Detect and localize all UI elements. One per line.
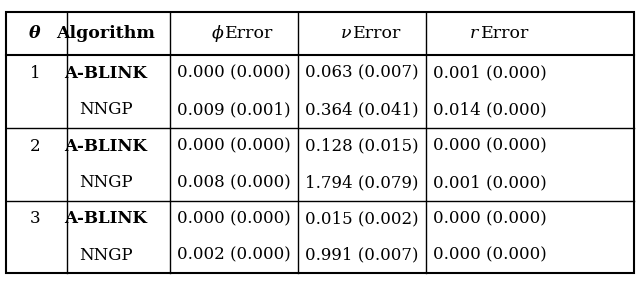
Text: ν: ν <box>340 25 351 42</box>
Text: 0.001 (0.000): 0.001 (0.000) <box>433 174 547 191</box>
Text: NNGP: NNGP <box>79 246 132 264</box>
Text: 0.001 (0.000): 0.001 (0.000) <box>433 65 547 82</box>
Text: Error: Error <box>353 25 402 42</box>
Text: 0.000 (0.000): 0.000 (0.000) <box>433 246 547 264</box>
Text: r: r <box>470 25 477 42</box>
Text: Error: Error <box>481 25 530 42</box>
Text: 1.794 (0.079): 1.794 (0.079) <box>305 174 419 191</box>
Text: A-BLINK: A-BLINK <box>64 210 147 227</box>
Text: 0.000 (0.000): 0.000 (0.000) <box>177 137 291 155</box>
Text: 0.364 (0.041): 0.364 (0.041) <box>305 101 419 118</box>
Text: 3: 3 <box>30 210 40 227</box>
Text: Error: Error <box>225 25 274 42</box>
Text: 0.063 (0.007): 0.063 (0.007) <box>305 65 419 82</box>
Text: 0.000 (0.000): 0.000 (0.000) <box>177 210 291 227</box>
Text: 0.000 (0.000): 0.000 (0.000) <box>177 65 291 82</box>
Bar <box>6 12 634 273</box>
Text: 0.991 (0.007): 0.991 (0.007) <box>305 246 419 264</box>
Text: NNGP: NNGP <box>79 174 132 191</box>
Text: A-BLINK: A-BLINK <box>64 137 147 155</box>
Text: NNGP: NNGP <box>79 101 132 118</box>
Text: ϕ: ϕ <box>212 25 223 42</box>
Text: 0.015 (0.002): 0.015 (0.002) <box>305 210 419 227</box>
Text: 1: 1 <box>30 65 40 82</box>
Text: 0.014 (0.000): 0.014 (0.000) <box>433 101 547 118</box>
Text: Algorithm: Algorithm <box>56 25 155 42</box>
Bar <box>6 12 634 273</box>
Text: 0.000 (0.000): 0.000 (0.000) <box>433 137 547 155</box>
Text: θ: θ <box>29 25 41 42</box>
Text: 0.000 (0.000): 0.000 (0.000) <box>433 210 547 227</box>
Text: 2: 2 <box>30 137 40 155</box>
Text: 0.128 (0.015): 0.128 (0.015) <box>305 137 419 155</box>
Text: 0.009 (0.001): 0.009 (0.001) <box>177 101 291 118</box>
Text: A-BLINK: A-BLINK <box>64 65 147 82</box>
Text: 0.002 (0.000): 0.002 (0.000) <box>177 246 291 264</box>
Text: 0.008 (0.000): 0.008 (0.000) <box>177 174 291 191</box>
